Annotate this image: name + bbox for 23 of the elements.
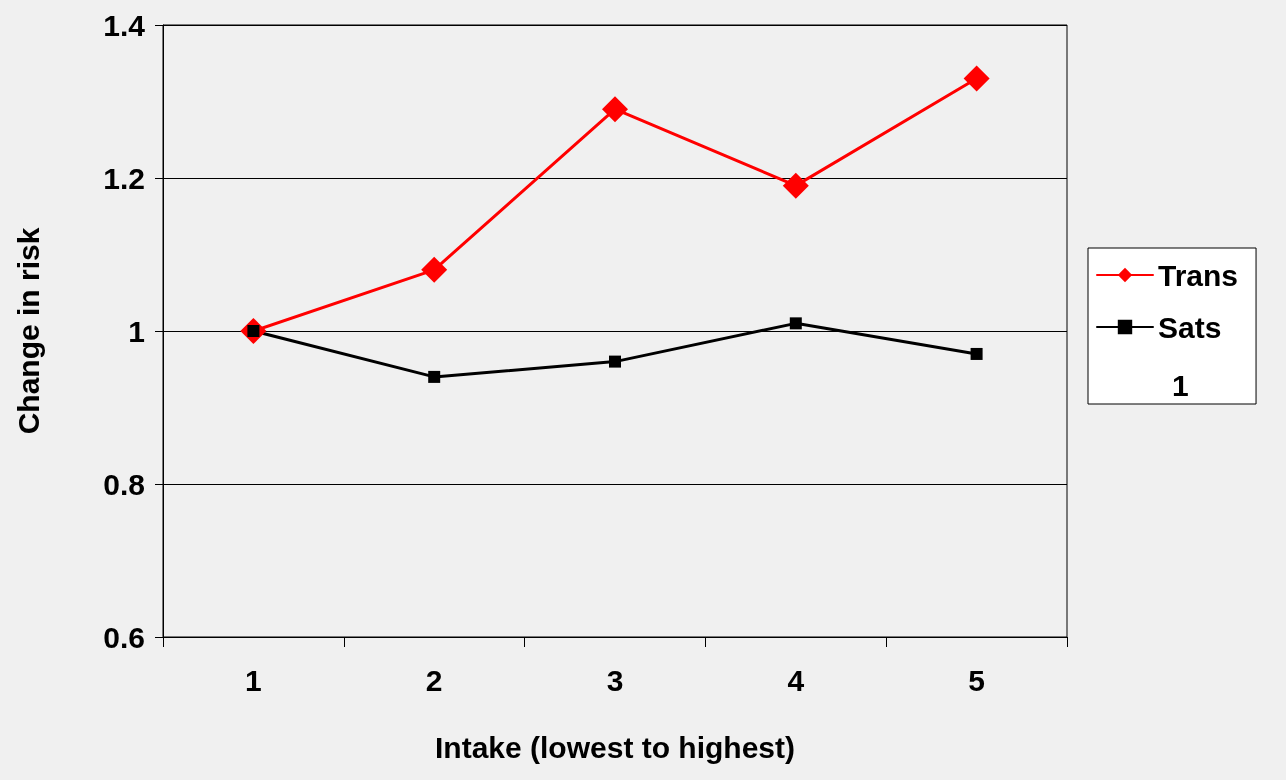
point — [428, 370, 441, 383]
point — [421, 256, 448, 283]
y-tick-label: 0.6 — [103, 620, 145, 654]
y-tick-label: 1 — [128, 314, 145, 348]
point — [963, 65, 990, 92]
y-tick-label: 1.4 — [103, 8, 146, 42]
legend-label: Sats — [1158, 310, 1222, 344]
x-tick-label: 1 — [245, 663, 262, 697]
y-axis-title: Change in risk — [11, 227, 45, 435]
point — [970, 347, 983, 360]
point — [609, 355, 621, 368]
point — [789, 317, 802, 330]
y-tick-label: 1.2 — [103, 161, 145, 195]
legend-label: Trans — [1158, 258, 1239, 292]
x-tick-label: 2 — [425, 663, 443, 697]
point — [602, 96, 628, 123]
y-tick-label: 0.8 — [103, 467, 145, 501]
point — [782, 172, 809, 199]
x-axis-title: Intake (lowest to highest) — [434, 730, 796, 764]
x-tick-label: 3 — [606, 663, 624, 697]
x-tick-label: 5 — [968, 663, 985, 697]
text: 1 — [1172, 368, 1189, 402]
x-tick-label: 4 — [787, 663, 805, 697]
